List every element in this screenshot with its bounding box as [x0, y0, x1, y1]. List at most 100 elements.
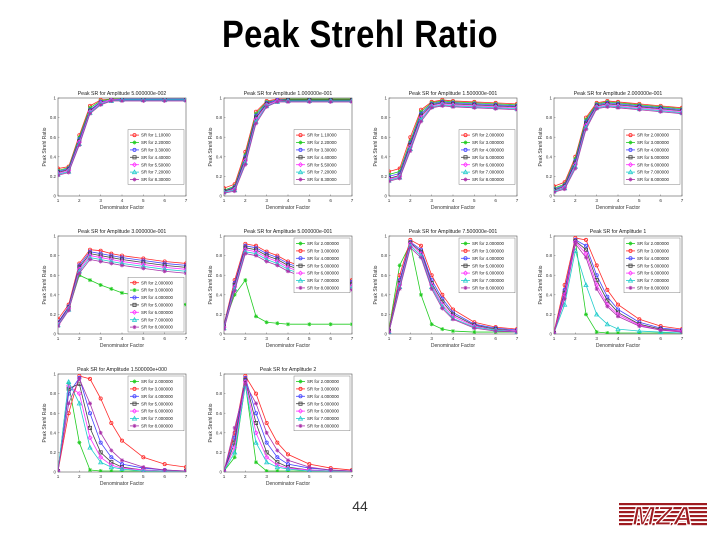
data-point: [109, 261, 114, 266]
legend-label: SR for 1.10000: [141, 133, 171, 138]
y-tick-label: 1: [385, 96, 388, 101]
data-point: [515, 330, 517, 334]
legend: SR for 2.000000 SR for 3.000000 SR for 4.0…: [293, 375, 351, 431]
y-tick-label: 0.4: [50, 292, 57, 297]
data-point: [275, 469, 280, 472]
legend-marker: [298, 379, 303, 384]
legend-marker: [298, 140, 303, 145]
legend-label: SR for 6.000000: [307, 409, 340, 414]
series-line: [224, 385, 352, 472]
data-point: [389, 329, 391, 334]
data-point: [120, 98, 124, 103]
chart-svg: Peak SR for Amplitude 1.500000e-001 1 2 3 4 5…: [373, 91, 519, 211]
data-point: [232, 288, 237, 293]
y-tick-label: 0.4: [216, 430, 223, 435]
data-point: [349, 283, 352, 289]
y-tick-label: 0.6: [216, 411, 223, 416]
legend-label: SR for 7.000000: [637, 278, 670, 283]
data-point: [493, 106, 498, 111]
x-tick-label: 1: [57, 336, 60, 341]
series-line: [554, 237, 682, 333]
data-point: [286, 269, 290, 274]
legend-marker: [463, 285, 468, 290]
legend-marker: [462, 270, 469, 276]
x-tick-label: 1: [388, 336, 391, 341]
data-point: [162, 468, 167, 472]
data-point: [637, 324, 642, 329]
legend-marker: [462, 169, 469, 175]
data-point: [232, 455, 237, 460]
data-point: [389, 169, 391, 174]
series-line: [389, 105, 517, 182]
y-tick-label: 0.8: [381, 115, 388, 120]
data-point: [76, 391, 82, 397]
y-tick-label: 0.6: [381, 273, 388, 278]
data-point: [440, 306, 445, 311]
chart-panel-3: Peak SR for Amplitude 1.500000e-001 1 2 3 4 5…: [373, 86, 541, 220]
legend-label: SR for 8.000000: [637, 177, 670, 182]
y-tick-label: 0.6: [546, 135, 553, 140]
data-point: [636, 328, 643, 334]
legend-label: SR for 3.30000: [307, 148, 337, 153]
data-point: [350, 287, 352, 292]
legend: SR for 2.000000 SR for 3.000000 SR for 4.0…: [623, 237, 681, 293]
data-point: [243, 162, 248, 167]
data-point: [232, 292, 237, 297]
data-point: [275, 321, 280, 326]
legend-marker: [463, 140, 468, 145]
data-point: [120, 458, 124, 463]
data-point: [264, 104, 269, 109]
data-point: [515, 107, 517, 112]
x-tick-label: 3: [595, 336, 598, 341]
x-tick-label: 7: [351, 198, 354, 203]
legend: SR for 1.10000 SR for 2.20000 SR for 3.300…: [293, 129, 351, 185]
series-line: [224, 100, 352, 193]
chart-panel-5: Peak SR for Amplitude 3.000000e-001 1 2 3 4 5…: [42, 224, 210, 358]
x-tick-label: 3: [265, 474, 268, 479]
legend-label: SR for 8.000000: [472, 286, 505, 291]
chart-svg: Peak SR for Amplitude 5.000000e-002 1 2 3 4 5…: [42, 91, 188, 211]
data-point: [254, 460, 258, 465]
legend: SR for 1.10000 SR for 2.20000 SR for 3.300…: [127, 129, 185, 185]
x-tick-label: 6: [329, 474, 332, 479]
series-line: [389, 239, 517, 331]
data-point: [224, 469, 226, 472]
x-tick-label: 7: [351, 474, 354, 479]
data-point: [264, 320, 269, 325]
legend-label: SR for 3.000000: [472, 140, 505, 145]
x-tick-label: 3: [99, 336, 102, 341]
data-point: [98, 396, 103, 401]
legend-label: SR for 2.000000: [307, 379, 340, 384]
legend-marker: [298, 133, 303, 138]
data-point: [440, 292, 445, 297]
data-point: [162, 462, 167, 467]
legend-marker: [131, 162, 138, 168]
series-line: [224, 279, 352, 325]
data-point: [224, 186, 226, 191]
legend-label: SR for 4.40000: [307, 155, 337, 160]
y-tick-label: 0: [220, 470, 223, 475]
legend-label: SR for 4.000000: [141, 394, 174, 399]
legend-marker: [132, 386, 137, 391]
legend-label: SR for 7.20000: [141, 170, 171, 175]
data-point: [306, 467, 312, 472]
legend-marker: [628, 263, 633, 268]
x-tick-label: 6: [659, 336, 662, 341]
data-point: [224, 324, 227, 330]
legend-label: SR for 7.000000: [141, 317, 174, 322]
legend-label: SR for 7.000000: [307, 278, 340, 283]
data-point: [328, 99, 333, 104]
series-group: [554, 98, 682, 195]
chart-svg: Peak SR for Amplitude 5.000000e-001 1 2 3 4 5…: [208, 229, 354, 349]
x-tick-label: 1: [223, 336, 226, 341]
legend-marker: [298, 147, 303, 152]
x-tick-label: 2: [78, 474, 81, 479]
legend-label: SR for 2.000000: [141, 379, 174, 384]
data-point: [88, 468, 92, 472]
series-line: [224, 101, 352, 194]
x-tick-label: 5: [142, 336, 145, 341]
chart-title: Peak SR for Amplitude 5.000000e-001: [244, 229, 333, 235]
legend-label: SR for 4.000000: [307, 394, 340, 399]
data-point: [307, 468, 312, 472]
x-axis-label: Denominator Factor: [596, 205, 641, 211]
